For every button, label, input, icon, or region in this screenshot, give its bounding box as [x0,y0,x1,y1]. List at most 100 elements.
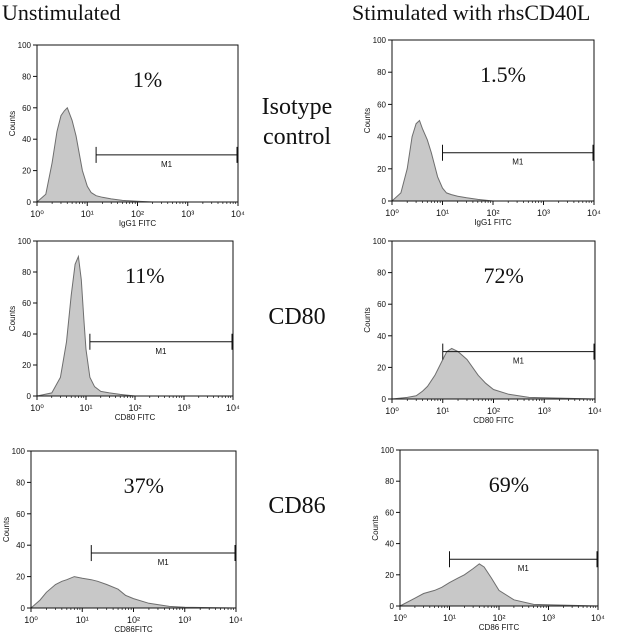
panel-2-x-tick-label: 10¹ [79,403,92,413]
panel-1-y-tick-label: 0 [382,197,387,206]
row-label-cd86: CD86 [252,491,342,521]
panel-2-percent-label: 11% [125,263,165,288]
panel-3-percent-label: 72% [483,263,523,288]
panel-0-percent-label: 1% [133,67,162,92]
panel-3-x-tick-label: 10¹ [436,406,449,416]
panel-1-x-tick-label: 10³ [537,208,550,218]
panel-5-x-tick-label: 10³ [542,613,555,623]
panel-2-y-tick-label: 80 [22,268,31,277]
column-header-stimulated: Stimulated with rhsCD40L [352,0,591,25]
column-header-unstimulated: Unstimulated [2,0,121,25]
panel-5-x-tick-label: 10⁰ [393,613,407,623]
panel-3-y-tick-label: 40 [377,332,386,341]
panel-4-x-tick-label: 10⁴ [229,615,243,625]
panel-3-x-tick-label: 10⁰ [385,406,399,416]
panel-3-x-tick-label: 10² [487,406,500,416]
row-label-cd80: CD80 [252,302,342,332]
panel-1-x-tick-label: 10² [486,208,499,218]
panel-4-y-tick-label: 60 [16,510,25,519]
panel-0-x-axis-label: IgG1 FITC [119,219,157,228]
panel-3-y-tick-label: 100 [373,237,387,246]
panel-2-x-tick-label: 10³ [177,403,190,413]
panel-4-y-axis-label: Counts [2,517,11,542]
row-label-line: CD86 [268,493,326,519]
panel-4-gate-label: M1 [158,558,170,567]
panel-5-y-tick-label: 20 [385,571,394,580]
panel-5-y-tick-label: 100 [381,446,395,455]
panel-0-y-tick-label: 20 [22,167,31,176]
panel-0-histogram [35,106,238,203]
panel-4-y-tick-label: 40 [16,541,25,550]
panel-2-y-tick-label: 20 [22,361,31,370]
panel-2-y-tick-label: 100 [18,237,32,246]
panel-3-y-tick-label: 0 [382,395,387,404]
panel-1-x-tick-label: 10⁰ [385,208,399,218]
panel-1-percent-label: 1.5% [480,62,526,87]
panel-5-y-tick-label: 80 [385,477,394,486]
panel-3-gate-label: M1 [513,357,525,366]
panel-0-y-tick-label: 60 [22,104,31,113]
panel-5-x-tick-label: 10² [492,613,505,623]
panel-2-histogram [36,254,233,397]
panel-5-y-tick-label: 60 [385,508,394,517]
panel-4-percent-label: 37% [124,473,164,498]
panel-0-gate-label: M1 [161,160,173,169]
panel-0-y-tick-label: 40 [22,135,31,144]
panel-0-x-tick-label: 10¹ [81,209,94,219]
panel-1-gate-label: M1 [512,158,524,167]
panel-5-y-tick-label: 0 [390,602,395,611]
panel-5-percent-label: 69% [489,472,529,497]
panel-3-y-tick-label: 20 [377,363,386,372]
panel-0-x-tick-label: 10⁰ [30,209,44,219]
panel-5-x-axis-label: CD86 FITC [479,623,520,632]
panel-2-x-tick-label: 10⁴ [226,403,240,413]
panel-2-y-axis-label: Counts [8,306,17,331]
panel-0-x-tick-label: 10³ [181,209,194,219]
panel-4-x-axis-label: CD86FITC [114,625,152,634]
panel-0-x-tick-label: 10⁴ [231,209,245,219]
panel-5-gate-label: M1 [518,564,530,573]
panel-4-x-tick-label: 10⁰ [24,615,38,625]
panel-2-y-tick-label: 0 [27,392,32,401]
panel-2-x-axis-label: CD80 FITC [115,413,156,422]
panel-5-x-tick-label: 10¹ [443,613,456,623]
panel-0-x-tick-label: 10² [131,209,144,219]
panel-2-y-tick-label: 60 [22,299,31,308]
panel-3-y-tick-label: 80 [377,269,386,278]
panel-0-y-tick-label: 100 [18,41,32,50]
panel-3-y-tick-label: 60 [377,300,386,309]
panel-5-histogram [399,563,599,607]
row-label-line: Isotype [261,94,333,120]
row-label-line: control [263,124,331,150]
panel-3-x-tick-label: 10³ [538,406,551,416]
panel-2-gate-label: M1 [155,347,167,356]
panel-4-y-tick-label: 100 [12,447,26,456]
panel-4-histogram [29,576,237,609]
panel-5-y-tick-label: 40 [385,540,394,549]
panel-5-x-tick-label: 10⁴ [591,613,605,623]
panel-1-y-tick-label: 60 [377,100,386,109]
panel-0-y-tick-label: 80 [22,72,31,81]
panel-3-y-axis-label: Counts [363,307,372,332]
panel-1-x-axis-label: IgG1 FITC [474,218,512,227]
panel-1-y-tick-label: 80 [377,68,386,77]
panel-0-y-axis-label: Counts [8,111,17,136]
panel-1-y-tick-label: 20 [377,165,386,174]
panel-1-y-axis-label: Counts [363,108,372,133]
panel-2-x-tick-label: 10² [128,403,141,413]
panel-3-histogram [391,347,596,400]
panel-1-x-tick-label: 10¹ [436,208,449,218]
panel-3-x-axis-label: CD80 FITC [473,416,514,425]
panel-2-x-tick-label: 10⁰ [30,403,44,413]
panel-0-y-tick-label: 0 [27,198,32,207]
panel-4-y-tick-label: 20 [16,573,25,582]
panel-2-y-tick-label: 40 [22,330,31,339]
panel-4-y-tick-label: 0 [21,604,26,613]
row-label-line: CD80 [268,304,326,330]
panel-4-x-tick-label: 10¹ [76,615,89,625]
panel-1-y-tick-label: 100 [373,36,387,45]
row-label-isotype: Isotype control [252,92,342,152]
panel-1-y-tick-label: 40 [377,133,386,142]
